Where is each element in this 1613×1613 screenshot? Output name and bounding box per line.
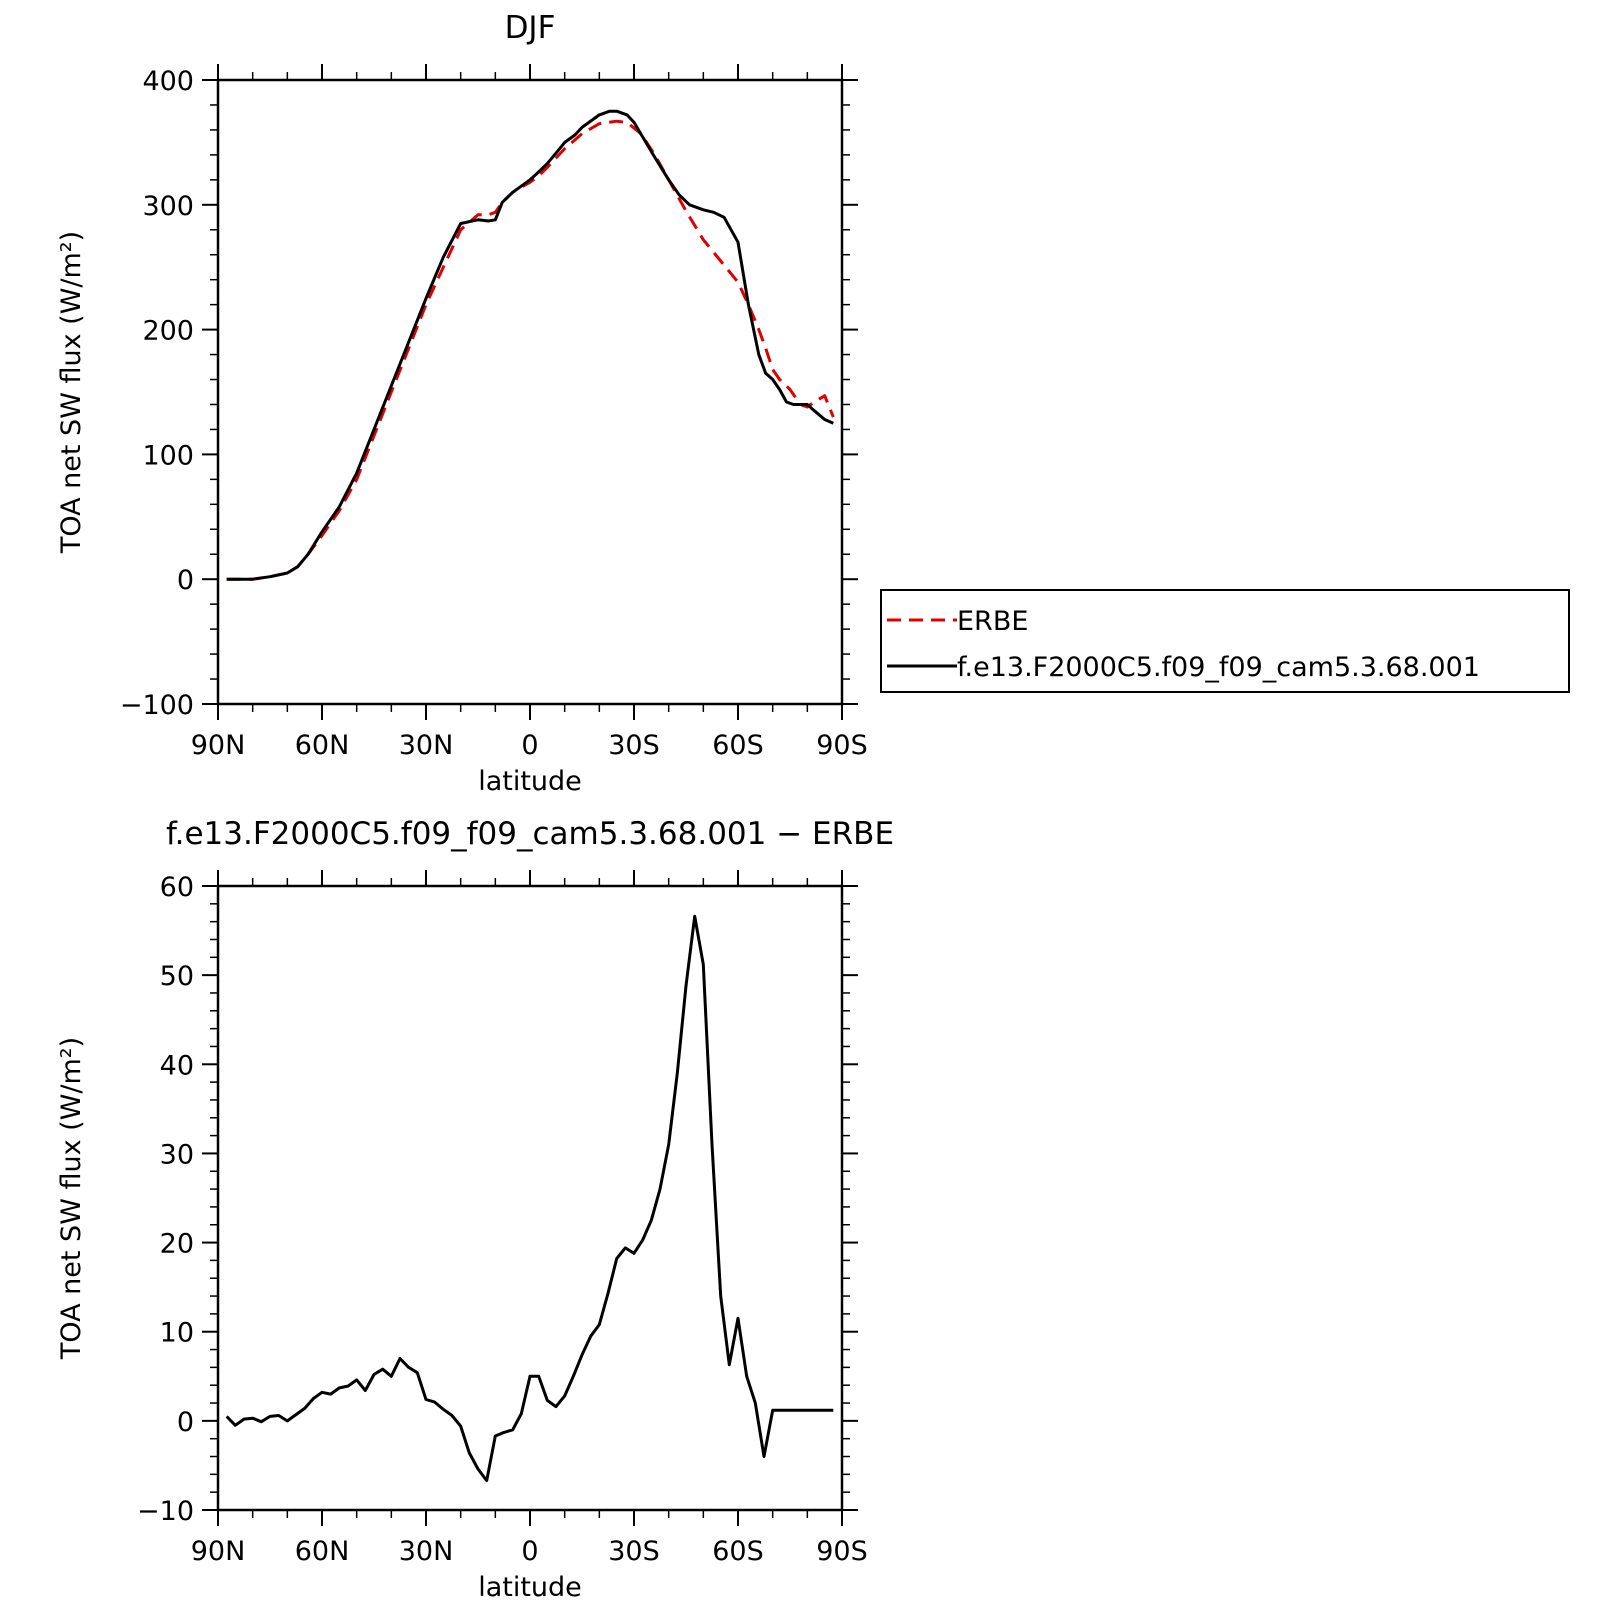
y-tick-label: 50 [160, 961, 194, 992]
plot-frame [216, 78, 844, 706]
x-tick-label: 60S [712, 1536, 764, 1567]
x-tick-label: 60N [295, 1536, 350, 1567]
x-tick-label: 90N [191, 730, 246, 761]
y-axis-label: TOA net SW flux (W/m²) [56, 231, 87, 554]
y-tick-label: 60 [160, 872, 194, 903]
y-tick-label: 100 [142, 440, 194, 471]
series-line-model [226, 109, 834, 581]
plot-frame [216, 884, 844, 1512]
legend-label: f.e13.F2000C5.f09_f09_cam5.3.68.001 [957, 652, 1480, 683]
y-tick-label: −10 [137, 1496, 194, 1527]
y-tick-label: 400 [142, 66, 194, 97]
chart-title: DJF [505, 10, 556, 46]
y-tick-label: 0 [177, 1407, 194, 1438]
x-tick-label: 90S [816, 730, 868, 761]
series-line-difference [225, 914, 834, 1483]
x-tick-label: 30S [608, 1536, 660, 1567]
legend-label: ERBE [957, 606, 1028, 637]
x-tick-label: 30S [608, 730, 660, 761]
x-axis-label: latitude [478, 1572, 582, 1603]
x-tick-label: 60N [295, 730, 350, 761]
y-axis-label: TOA net SW flux (W/m²) [56, 1037, 87, 1360]
y-tick-label: 200 [142, 316, 194, 347]
series-line-erbe [226, 119, 835, 581]
x-tick-label: 0 [521, 1536, 538, 1567]
x-axis-label: latitude [478, 766, 582, 797]
x-tick-label: 90S [816, 1536, 868, 1567]
x-tick-label: 0 [521, 730, 538, 761]
chart-title: f.e13.F2000C5.f09_f09_cam5.3.68.001 − ER… [166, 816, 894, 852]
top-plot-djf: DJF −100 0 100 200 300 400 90N 60N 30N 0 30S 60S 90S l… [56, 10, 1570, 797]
legend-box [880, 589, 1570, 693]
x-tick-label: 60S [712, 730, 764, 761]
x-tick-label: 90N [191, 1536, 246, 1567]
y-tick-label: 40 [160, 1050, 194, 1081]
x-tick-label: 30N [399, 1536, 454, 1567]
bottom-plot-difference: f.e13.F2000C5.f09_f09_cam5.3.68.001 − ER… [56, 816, 894, 1603]
x-tick-label: 30N [399, 730, 454, 761]
y-tick-label: 20 [160, 1229, 194, 1260]
y-tick-label: 0 [177, 565, 194, 596]
y-tick-label: 30 [160, 1139, 194, 1170]
y-tick-label: 300 [142, 191, 194, 222]
legend: ERBE f.e13.F2000C5.f09_f09_cam5.3.68.001 [880, 589, 1570, 693]
y-tick-label: 10 [160, 1318, 194, 1349]
y-tick-label: −100 [120, 690, 194, 721]
